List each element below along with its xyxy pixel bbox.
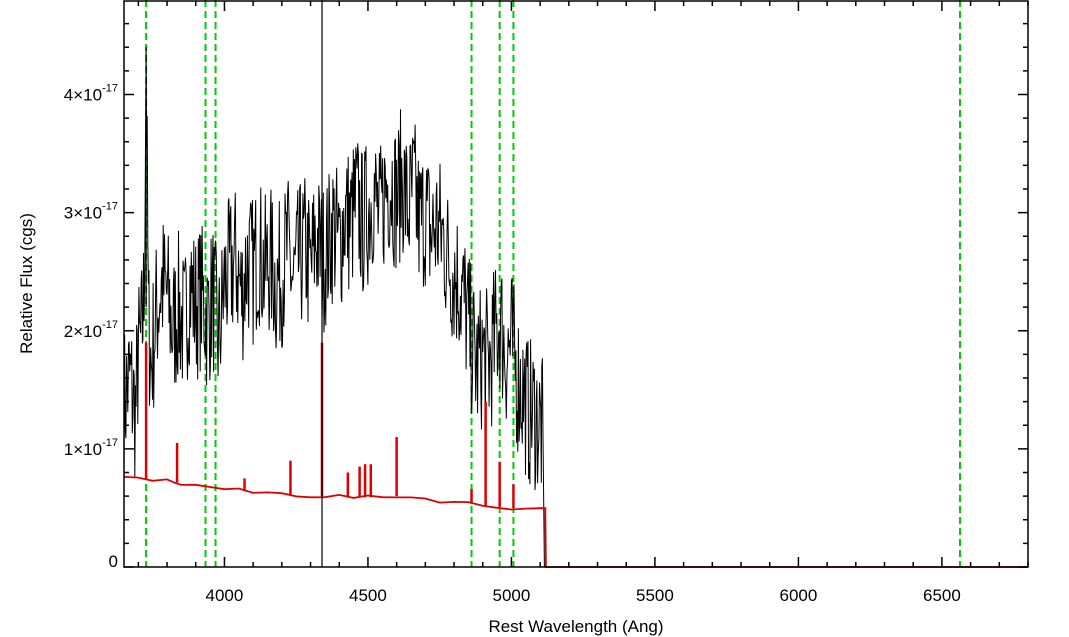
x-tick-label-5500: 5500	[636, 586, 674, 605]
y-tick-exponent: -17	[102, 319, 118, 331]
x-tick-label-6000: 6000	[779, 586, 817, 605]
y-tick-label: 3×10-17	[64, 201, 118, 223]
y-tick-exponent: -17	[102, 83, 118, 95]
series-line-1	[123, 475, 1028, 568]
x-tick-label-6500: 6500	[923, 586, 961, 605]
y-tick-labels: 01×10-172×10-173×10-174×10-17	[64, 83, 118, 572]
y-axis-title: Relative Flux (cgs)	[17, 213, 36, 354]
y-tick-mantissa: 3×10	[64, 204, 102, 223]
emission-spikes	[144, 0, 515, 567]
x-tick-label-4500: 4500	[349, 586, 387, 605]
y-tick-label: 4×10-17	[64, 83, 118, 105]
y-tick-exponent: -17	[102, 201, 118, 213]
x-axis-title: Rest Wavelength (Ang)	[488, 617, 663, 636]
y-tick-mantissa: 4×10	[64, 86, 102, 105]
series-line-0	[123, 58, 1028, 568]
y-tick-label: 2×10-17	[64, 319, 118, 341]
x-tick-label-4000: 4000	[206, 586, 244, 605]
x-tick-label-5000: 5000	[493, 586, 531, 605]
y-tick-mantissa: 2×10	[64, 322, 102, 341]
y-tick-label: 0	[109, 552, 118, 571]
y-tick-mantissa: 1×10	[64, 440, 102, 459]
axis-ticks	[124, 1, 1029, 568]
series-layer	[123, 58, 1028, 568]
y-tick-mantissa: 0	[109, 552, 118, 571]
y-tick-label: 1×10-17	[64, 437, 118, 459]
y-tick-exponent: -17	[102, 437, 118, 449]
x-tick-labels: 4000 4500 5000 5500 6000 6500	[206, 586, 961, 605]
